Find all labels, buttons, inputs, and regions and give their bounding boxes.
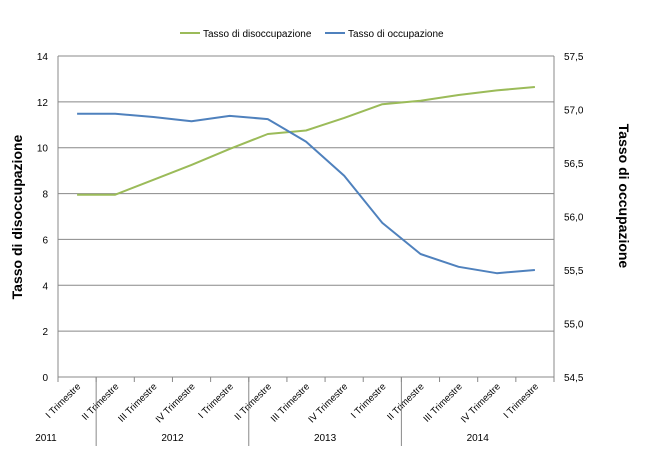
y-axis-left-label: Tasso di disoccupazione	[9, 134, 25, 299]
legend-label: Tasso di occupazione	[348, 29, 444, 40]
series-lines	[77, 86, 535, 275]
axes: 0 2 4 6 8 10 12 14 54,5 55,0 55,5 56,0 56,5 57,0 57,5 I…	[35, 52, 584, 446]
series-line	[77, 86, 535, 196]
y-right-tick-label: 56,5	[564, 159, 584, 170]
y-left-tick-label: 0	[42, 373, 48, 384]
x-year-label: 2012	[161, 433, 184, 444]
series-line	[77, 112, 535, 275]
y-right-tick-label: 56,0	[564, 213, 584, 224]
y-left-tick-label: 14	[37, 52, 49, 63]
x-category-label: II Trimestre	[385, 381, 426, 422]
y-left-tick-label: 2	[42, 327, 48, 338]
x-category-label: IV Trimestre	[154, 381, 198, 425]
x-category-label: II Trimestre	[233, 381, 274, 422]
x-category-label: I Trimestre	[44, 381, 84, 421]
x-category-label: IV Trimestre	[459, 381, 503, 425]
x-category-label: I Trimestre	[349, 381, 389, 421]
y-left-tick-label: 6	[42, 235, 48, 246]
legend-label: Tasso di disoccupazione	[203, 29, 312, 40]
y-left-tick-label: 12	[37, 98, 49, 109]
y-left-tick-label: 8	[42, 190, 48, 201]
x-category-label: I Trimestre	[502, 381, 542, 421]
x-category-label: II Trimestre	[80, 381, 121, 422]
y-right-tick-label: 54,5	[564, 373, 584, 384]
y-axis-right-label: Tasso di occupazione	[616, 124, 632, 269]
y-left-tick-label: 10	[37, 144, 49, 155]
grid-lines	[58, 55, 554, 378]
y-right-tick-label: 57,0	[564, 106, 584, 117]
x-year-label: 2013	[314, 433, 337, 444]
x-year-label: 2011	[35, 433, 57, 444]
x-category-label: IV Trimestre	[306, 381, 350, 425]
y-right-tick-label: 55,5	[564, 266, 584, 277]
legend: Tasso di disoccupazione Tasso di occupazi…	[180, 29, 444, 40]
y-left-tick-label: 4	[42, 281, 48, 292]
y-right-tick-label: 55,0	[564, 320, 584, 331]
x-category-label: I Trimestre	[196, 381, 236, 421]
y-right-tick-label: 57,5	[564, 52, 584, 63]
x-year-label: 2014	[467, 433, 490, 444]
